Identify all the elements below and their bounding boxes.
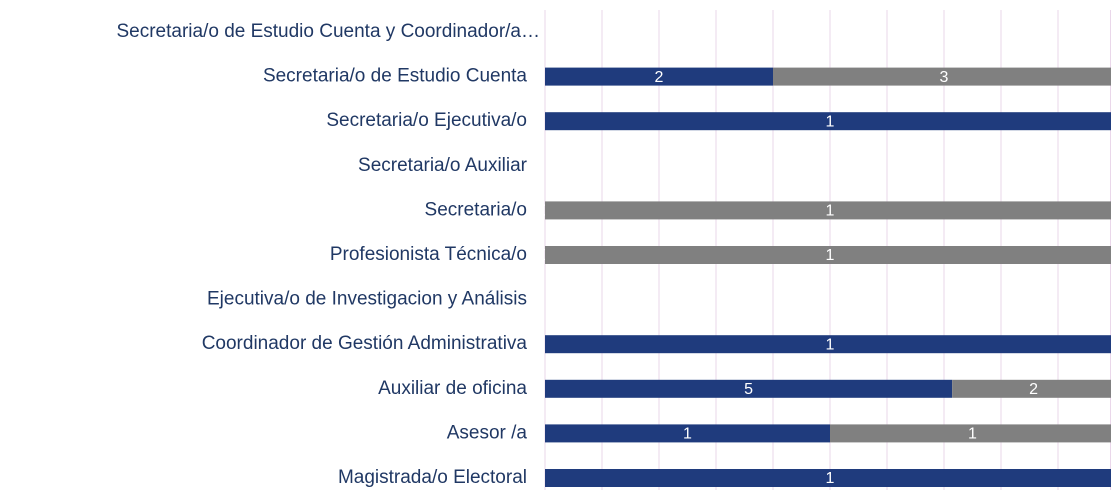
bar [545,112,1111,131]
bar [830,424,1111,443]
data-label: 2 [655,69,664,86]
category-label: Magistrada/o Electoral [338,467,527,488]
bar [545,246,1111,264]
data-label: 1 [968,426,977,443]
data-label: 5 [744,381,753,398]
category-label: Asesor /a [447,422,528,443]
category-label: Coordinador de Gestión Administrativa [202,333,528,354]
data-label: 1 [826,470,835,487]
bar [545,201,1111,220]
data-label: 1 [826,113,835,130]
data-label: 1 [826,247,835,264]
bar [545,335,1111,354]
bar [773,67,1111,86]
data-label: 1 [826,336,835,353]
bar [545,469,1111,487]
bar [545,67,773,86]
bar [952,379,1111,398]
bar [545,424,830,443]
category-label: Secretaria/o de Estudio Cuenta y Coordin… [116,21,540,42]
category-label: Secretaria/o Ejecutiva/o [326,110,527,131]
category-label: Secretaria/o de Estudio Cuenta [263,66,527,87]
bars: 2310101152111 [541,67,1111,487]
category-label: Secretaria/o Auxiliar [358,155,528,176]
category-label: Auxiliar de oficina [378,378,527,399]
bar [545,379,953,398]
data-label: 3 [940,69,949,86]
data-label: 1 [826,203,835,220]
data-label: 2 [1029,381,1038,398]
category-label: Ejecutiva/o de Investigacion y Análisis [207,289,527,310]
category-label: Secretaria/o [425,199,527,220]
category-label: Profesionista Técnica/o [330,244,527,265]
data-label: 1 [683,426,692,443]
